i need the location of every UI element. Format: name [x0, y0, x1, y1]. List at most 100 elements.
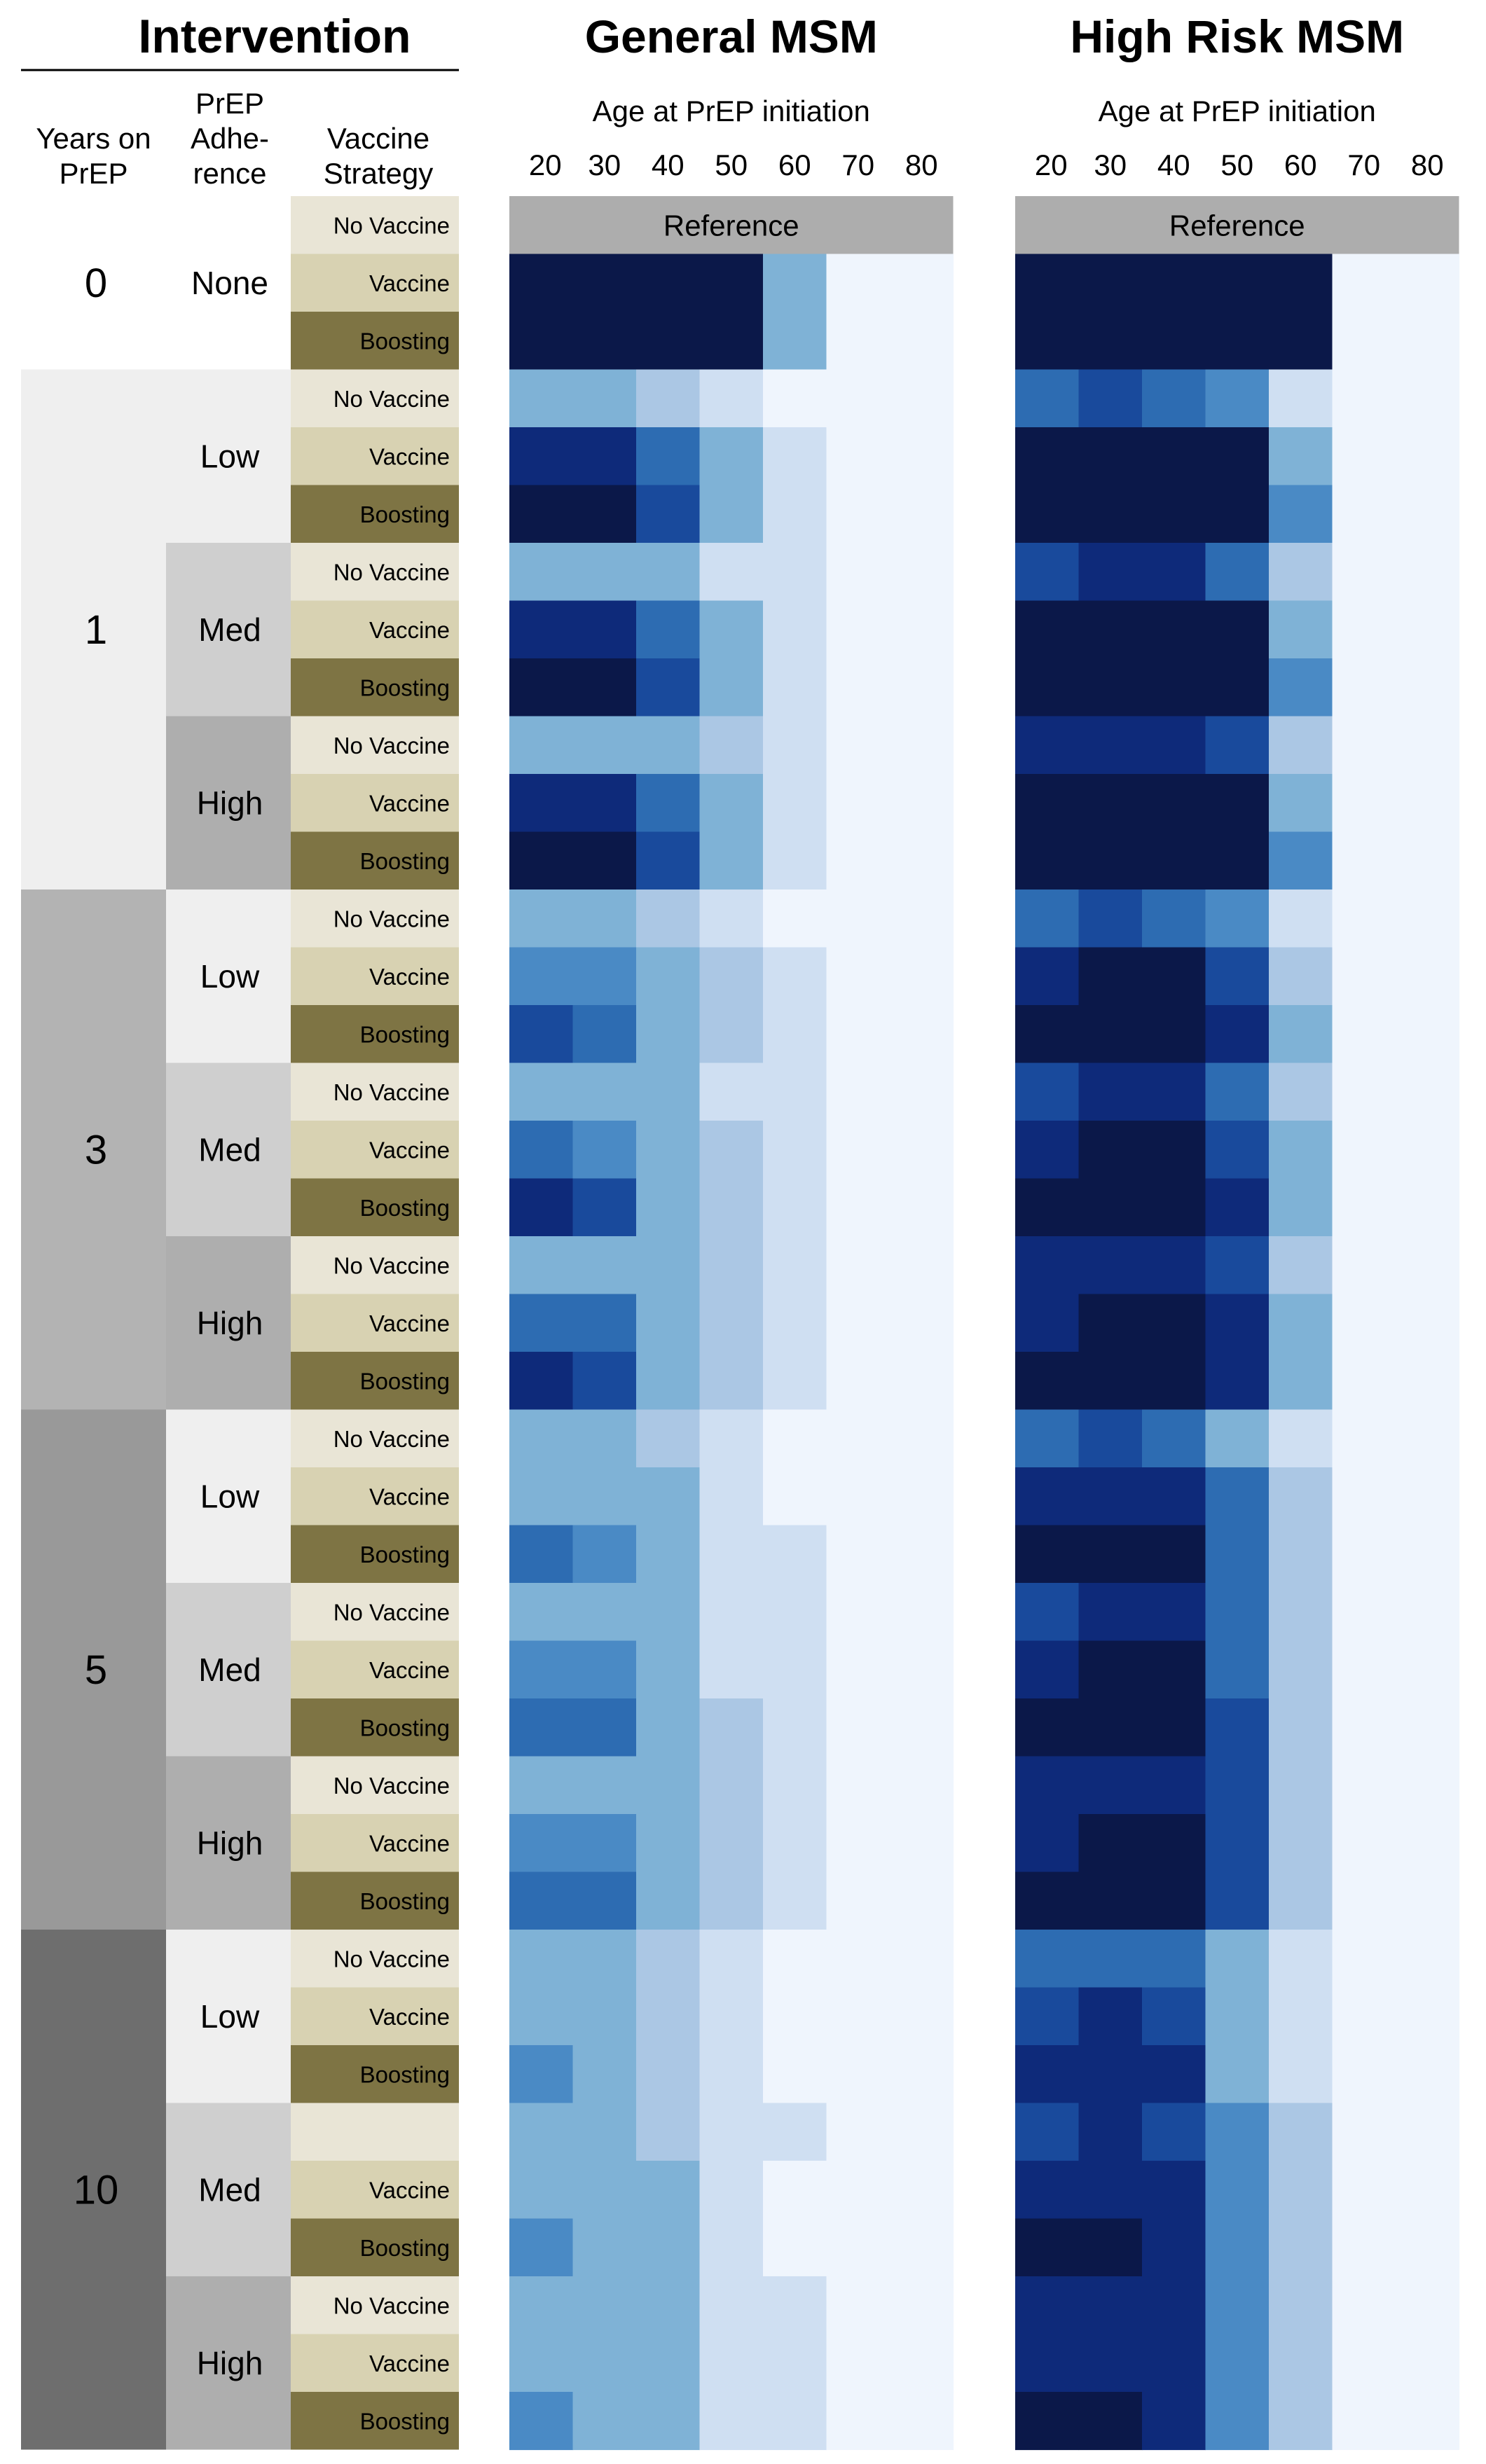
heatmap-cell [509, 1987, 574, 2046]
heatmap-cell [1078, 831, 1143, 890]
heatmap-cell [509, 2103, 574, 2161]
heatmap-cell [826, 1294, 890, 1352]
heatmap-cell [1332, 1756, 1396, 1815]
heatmap-cell [636, 1121, 701, 1179]
heatmap-cell [1332, 600, 1396, 659]
vaccine-strategy-label: Vaccine [369, 270, 450, 296]
heatmap-cell [509, 1409, 574, 1468]
heatmap-cell [699, 2103, 764, 2161]
heatmap-cell [1078, 2334, 1143, 2393]
heatmap-cell [1205, 1871, 1270, 1930]
x-tick-label: 40 [1157, 148, 1190, 181]
heatmap-cell [826, 1409, 890, 1468]
vaccine-strategy-label: Vaccine [369, 964, 450, 990]
vaccine-strategy-cell [291, 1121, 459, 1179]
heatmap-cell [572, 485, 637, 544]
section-title: Intervention [138, 10, 411, 63]
heatmap-cell [1142, 1178, 1206, 1237]
heatmap-cell [509, 1467, 574, 1526]
heatmap-cell [1142, 1525, 1206, 1584]
heatmap-cell [1015, 947, 1080, 1006]
heatmap-cell [1332, 1814, 1396, 1873]
x-tick-label: 80 [905, 148, 938, 181]
heatmap-cell [1396, 1294, 1460, 1352]
heatmap-cell [890, 1409, 954, 1468]
heatmap-cell [636, 890, 701, 948]
heatmap-cell [1269, 1756, 1333, 1815]
vaccine-strategy-cell [291, 2392, 459, 2450]
heatmap-cell [1205, 1467, 1270, 1526]
heatmap-cell [1396, 1409, 1460, 1468]
heatmap-cell [890, 1814, 954, 1873]
heatmap-cell [1205, 1178, 1270, 1237]
vaccine-strategy-label: Vaccine [369, 617, 450, 643]
heatmap-cell [1269, 1583, 1333, 1642]
heatmap-cell [699, 1930, 764, 1988]
heatmap-cell [1015, 1698, 1080, 1757]
heatmap-cell [1269, 600, 1333, 659]
heatmap-cell [1015, 1063, 1080, 1121]
heatmap-cell [826, 947, 890, 1006]
heatmap-cell [572, 1756, 637, 1815]
heatmap-cell [763, 1005, 827, 1064]
heatmap-cell [763, 1063, 827, 1121]
heatmap-cell [890, 2161, 954, 2220]
heatmap-cell [763, 1178, 827, 1237]
heatmap-cell [890, 485, 954, 544]
heatmap-cell [1269, 2103, 1333, 2161]
heatmap-cell [890, 1005, 954, 1064]
heatmap-cell [763, 1756, 827, 1815]
vaccine-strategy-label: Vaccine [369, 790, 450, 816]
heatmap-cell [509, 1698, 574, 1757]
heatmap-cell [1205, 543, 1270, 602]
heatmap-cell [572, 312, 637, 371]
heatmap-cell [763, 1525, 827, 1584]
heatmap-cell [1142, 600, 1206, 659]
heatmap-cell [572, 1698, 637, 1757]
heatmap-cell [636, 1352, 701, 1411]
column-header-years: Years on PrEP [36, 122, 151, 190]
heatmap-cell [1015, 774, 1080, 833]
heatmap-cell [1269, 1930, 1333, 1988]
heatmap-cell [1142, 1698, 1206, 1757]
heatmap-cell [1205, 312, 1270, 371]
vaccine-strategy-cell [291, 2103, 459, 2161]
heatmap-cell [1205, 1987, 1270, 2046]
heatmap-cell [1142, 774, 1206, 833]
column-header-adherence: PrEP Adhe-rence [191, 87, 269, 190]
vaccine-strategy-label: Boosting [360, 2408, 450, 2434]
vaccine-strategy-cell [291, 1236, 459, 1294]
heatmap-cell [1078, 1467, 1143, 1526]
heatmap-cell [1015, 1294, 1080, 1352]
heatmap-cell [1205, 2218, 1270, 2277]
heatmap-cell [1078, 1294, 1143, 1352]
heatmap-cell [890, 2334, 954, 2393]
heatmap-cell [572, 658, 637, 717]
heatmap-cell [509, 254, 574, 312]
heatmap-cell [826, 890, 890, 948]
heatmap-cell [763, 947, 827, 1006]
vaccine-strategy-cell [291, 1871, 459, 1930]
heatmap-cell [699, 485, 764, 544]
heatmap-cell [1078, 1871, 1143, 1930]
heatmap-cell [572, 1409, 637, 1468]
heatmap-cell [826, 716, 890, 775]
heatmap-cell [1396, 254, 1460, 312]
heatmap-cell [1078, 1583, 1143, 1642]
heatmap-cell [1142, 312, 1206, 371]
heatmap-cell [1015, 1409, 1080, 1468]
heatmap-cell [890, 312, 954, 371]
heatmap-cell [636, 1294, 701, 1352]
heatmap-cell [763, 2045, 827, 2104]
heatmap-cell [890, 254, 954, 312]
heatmap-cell [1142, 1467, 1206, 1526]
heatmap-cell [763, 254, 827, 312]
heatmap-cell [763, 1352, 827, 1411]
heatmap-cell [1078, 254, 1143, 312]
years-group-block [21, 369, 166, 890]
adherence-group-block [166, 2276, 291, 2450]
heatmap-cell [1396, 1121, 1460, 1179]
heatmap-cell [1205, 1525, 1270, 1584]
heatmap-cell [763, 1871, 827, 1930]
heatmap-cell [509, 1178, 574, 1237]
